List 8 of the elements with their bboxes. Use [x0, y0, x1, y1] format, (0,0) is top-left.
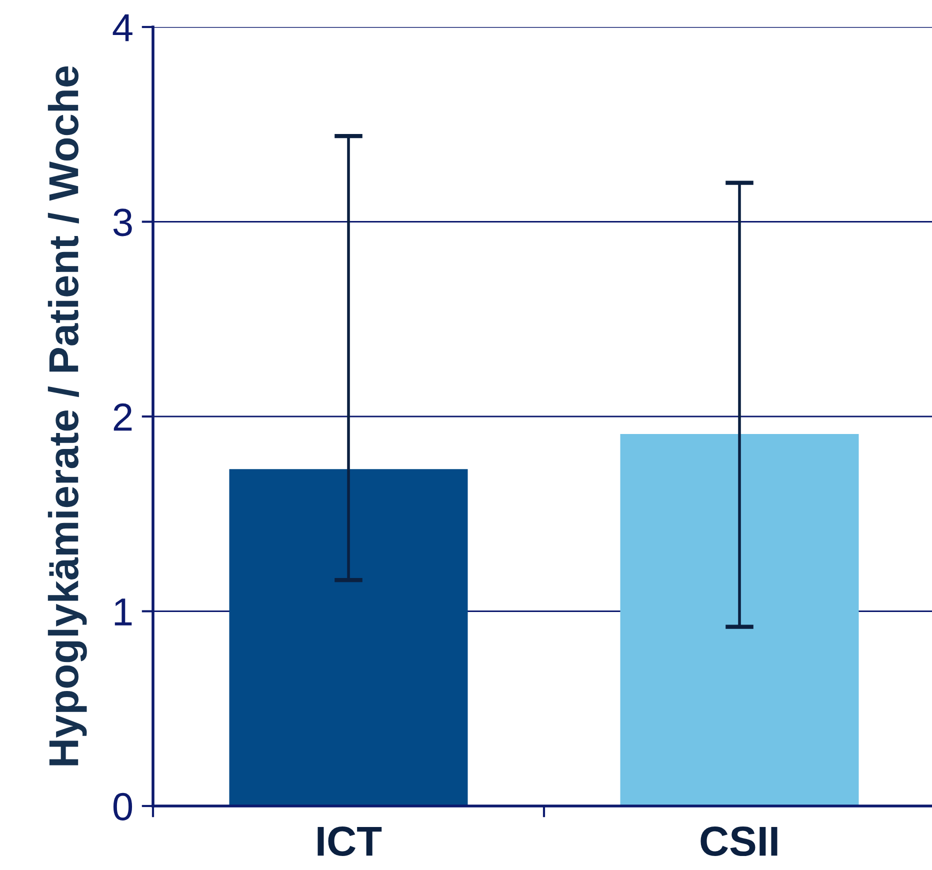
y-tick-label: 0 [113, 792, 132, 820]
y-tick-label: 4 [112, 14, 132, 42]
y-tick-label: 3 [113, 208, 132, 236]
x-tick-label: CSII [700, 826, 778, 856]
y-tick-label: 2 [114, 403, 132, 431]
y-tick-label: 1 [114, 598, 132, 626]
y-axis-title: Hypoglykämierate / Patient / Woche [48, 66, 87, 766]
x-tick-label: ICT [318, 826, 382, 856]
